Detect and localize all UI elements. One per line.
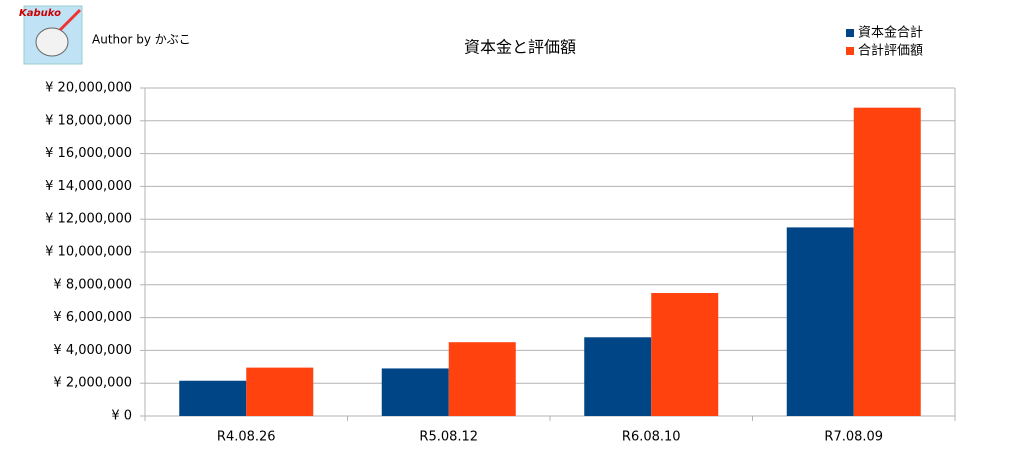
bar [853, 107, 921, 417]
x-tick-label: R5.08.12 [419, 430, 478, 445]
y-tick-label: ¥ 12,000,000 [45, 212, 132, 227]
bar [448, 342, 516, 416]
x-tick-label: R7.08.09 [824, 430, 883, 445]
legend-swatch [846, 47, 854, 55]
y-tick-label: ¥ 4,000,000 [53, 343, 132, 358]
y-tick-label: ¥ 2,000,000 [53, 376, 132, 391]
y-tick-label: ¥ 16,000,000 [45, 146, 132, 161]
logo-arrow [58, 8, 82, 32]
x-tick-label: R6.08.10 [622, 430, 681, 445]
bar [651, 293, 719, 416]
bar [381, 368, 449, 416]
author: Author by かぶこ [92, 33, 191, 47]
bar [246, 367, 314, 416]
x-tick-label: R4.08.26 [217, 430, 276, 445]
bar [179, 380, 247, 416]
bar [786, 227, 854, 416]
y-tick-label: ¥ 18,000,000 [45, 113, 132, 128]
chart-title: 資本金と評価額 [464, 38, 576, 57]
y-tick-label: ¥ 14,000,000 [45, 179, 132, 194]
legend-swatch [846, 29, 854, 37]
logo: Kabuko [19, 5, 83, 65]
logo-text: Kabuko [19, 8, 61, 19]
y-tick-label: ¥ 10,000,000 [45, 245, 132, 260]
bar [584, 337, 652, 416]
legend-label: 合計評価額 [858, 43, 923, 59]
y-tick-label: ¥ 20,000,000 [45, 81, 132, 96]
legend-label: 資本金合計 [858, 25, 923, 41]
y-tick-label: ¥ 8,000,000 [53, 277, 132, 292]
y-tick-label: ¥ 6,000,000 [53, 310, 132, 325]
y-tick-label: ¥ 0 [111, 409, 132, 424]
logo-cat [35, 27, 69, 57]
